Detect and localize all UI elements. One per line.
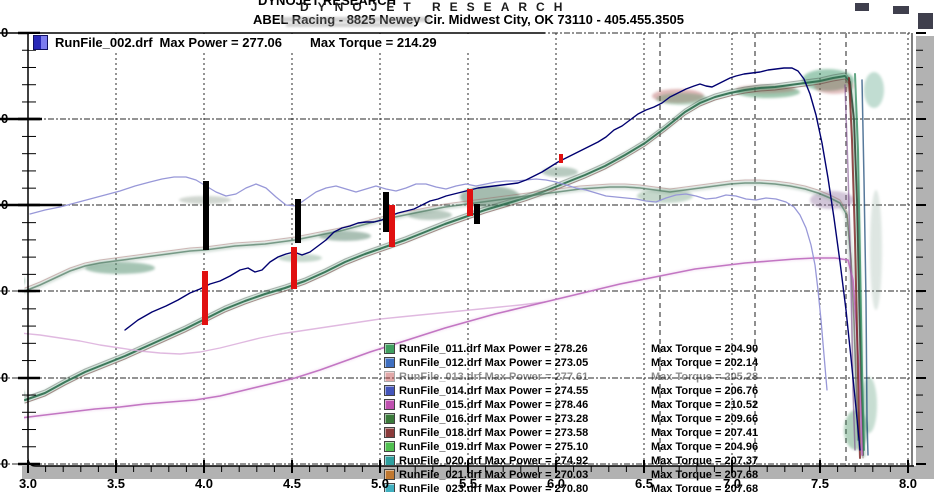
run-color-swatch — [384, 343, 395, 354]
x-axis-tick-label: 4.0 — [194, 476, 214, 491]
legend-run-item[interactable]: RunFile_013.drf Max Power = 277.61 Max T… — [384, 370, 758, 383]
run-max-torque: Max Torque = 204.96 — [651, 440, 759, 453]
y-axis-tick-label: 0 — [1, 197, 9, 212]
x-axis-tick-label: 3.5 — [106, 476, 126, 491]
x-axis-tick-label: 4.5 — [282, 476, 302, 491]
run-curve-torque_cluster — [24, 179, 859, 438]
legend-run-item[interactable]: RunFile_012.drf Max Power = 273.05 Max T… — [384, 356, 758, 369]
x-axis-tick-label: 6.0 — [546, 476, 566, 491]
run-max-torque: Max Torque = 207.68 — [651, 468, 759, 481]
run-max-power: Max Power = 277.06 — [159, 35, 283, 50]
x-axis-tick-label: 8.0 — [898, 476, 918, 491]
screen-artifact — [855, 3, 869, 11]
run-max-torque: Max Torque = 207.41 — [651, 426, 759, 439]
run-file-and-power: RunFile_015.drf Max Power = 278.46 — [399, 398, 589, 411]
run-max-torque: Max Torque = 202.14 — [651, 356, 759, 369]
run-max-torque: Max Torque = 209.66 — [651, 412, 759, 425]
run-file-and-power: RunFile_019.drf Max Power = 275.10 — [399, 440, 589, 453]
legend-run-item[interactable]: RunFile_021.drf Max Power = 270.03 Max T… — [384, 468, 758, 481]
axis-ticks — [18, 31, 926, 473]
run-color-swatch — [384, 427, 395, 438]
brand-title-ghost: DYNOJET RESEARCH — [258, 0, 396, 8]
run-curve-power_cluster — [24, 78, 864, 459]
y-axis-tick-label: 0 — [1, 283, 9, 298]
legend-run-item[interactable]: RunFile_014.drf Max Power = 274.55 Max T… — [384, 384, 758, 397]
primary-run-legend[interactable]: RunFile_002.drf Max Power = 277.06 Max Tor… — [29, 34, 545, 50]
run-curve-run002_power — [124, 67, 861, 451]
run-file-and-power: RunFile_016.drf Max Power = 273.28 — [399, 412, 589, 425]
ghost-text-artifact — [280, 17, 430, 22]
right-axis-band — [916, 36, 934, 479]
run-color-swatch — [384, 371, 395, 382]
x-axis-tick-label: 6.5 — [634, 476, 654, 491]
run-file-and-power: RunFile_023.drf Max Power = 270.80 — [399, 482, 589, 492]
run-max-torque: Max Torque = 207.37 — [651, 454, 759, 467]
legend-run-item[interactable]: RunFile_015.drf Max Power = 278.46 Max T… — [384, 398, 758, 411]
run-file-and-power: RunFile_018.drf Max Power = 273.58 — [399, 426, 589, 439]
run-max-torque: Max Torque = 214.29 — [310, 35, 437, 50]
run-curve-run002_torque — [29, 176, 828, 391]
run-max-torque: Max Torque = 206.76 — [651, 384, 759, 397]
x-axis-tick-label: 3.0 — [18, 476, 38, 491]
run-file-and-power: RunFile_014.drf Max Power = 274.55 — [399, 384, 589, 397]
run-file-and-power: RunFile_011.drf Max Power = 278.26 — [399, 342, 588, 355]
run-curve-magentaB — [24, 301, 546, 355]
y-axis-tick-label: 0 — [1, 456, 9, 471]
report-header: DYNOJET RESEARCH DYNOJET RESEARCH ABEL R… — [0, 0, 937, 30]
x-axis-tick-label: 5.0 — [370, 476, 390, 491]
ghost-text-artifact — [286, 23, 414, 27]
run-color-swatch — [384, 483, 395, 492]
legend-run-item[interactable]: RunFile_020.drf Max Power = 274.92 Max T… — [384, 454, 758, 467]
y-axis-tick-label: 0 — [1, 370, 9, 385]
legend-run-item[interactable]: RunFile_018.drf Max Power = 273.58 Max T… — [384, 426, 758, 439]
run-color-swatch — [384, 357, 395, 368]
x-axis-tick-label: 5.5 — [458, 476, 478, 491]
run-file-and-power: RunFile_020.drf Max Power = 274.92 — [399, 454, 589, 467]
screen-artifact — [918, 13, 933, 29]
brand-title: DYNOJET RESEARCH — [300, 0, 572, 14]
curves-layer — [24, 67, 884, 459]
run-file-and-power: RunFile_021.drf Max Power = 270.03 — [399, 468, 589, 481]
legend-run-item[interactable]: RunFile_016.drf Max Power = 273.28 Max T… — [384, 412, 758, 425]
run-file-name: RunFile_002.drf — [55, 35, 153, 50]
run-color-swatch — [384, 385, 395, 396]
run-color-swatch — [384, 413, 395, 424]
run-max-torque: Max Torque = 204.90 — [651, 342, 759, 355]
legend-run-item[interactable]: RunFile_019.drf Max Power = 275.10 Max T… — [384, 440, 758, 453]
run-curve-drop3 — [861, 79, 869, 456]
y-axis-tick-label: 0 — [1, 111, 9, 126]
run-color-swatch — [384, 469, 395, 480]
run-color-swatch — [384, 455, 395, 466]
run-curve-drop1 — [848, 77, 861, 459]
run-curve-drop2 — [854, 73, 865, 451]
x-axis-tick-label: 7.0 — [722, 476, 742, 491]
run-color-swatch — [33, 35, 48, 50]
y-axis-tick-label: 0 — [1, 25, 9, 40]
run-file-and-power: RunFile_012.drf Max Power = 273.05 — [399, 356, 589, 369]
legend-run-item[interactable]: RunFile_011.drf Max Power = 278.26 Max T… — [384, 342, 758, 355]
x-axis-tick-label: 7.5 — [810, 476, 830, 491]
run-file-and-power: RunFile_013.drf Max Power = 277.61 — [399, 370, 589, 383]
legend-run-item[interactable]: RunFile_023.drf Max Power = 270.80 Max T… — [384, 482, 758, 492]
run-color-swatch — [384, 399, 395, 410]
run-curve-torque_cluster — [24, 182, 859, 441]
run-color-swatch — [384, 441, 395, 452]
screen-artifact — [893, 6, 909, 14]
run-max-torque: Max Torque = 205.28 — [651, 370, 759, 383]
run-curve-drop4 — [844, 84, 856, 451]
run-max-torque: Max Torque = 210.52 — [651, 398, 759, 411]
shop-address: ABEL Racing - 8825 Newey Cir. Midwest Ci… — [253, 12, 684, 27]
run-curve-magentaA — [24, 257, 863, 456]
run-max-torque: Max Torque = 207.68 — [651, 482, 759, 492]
